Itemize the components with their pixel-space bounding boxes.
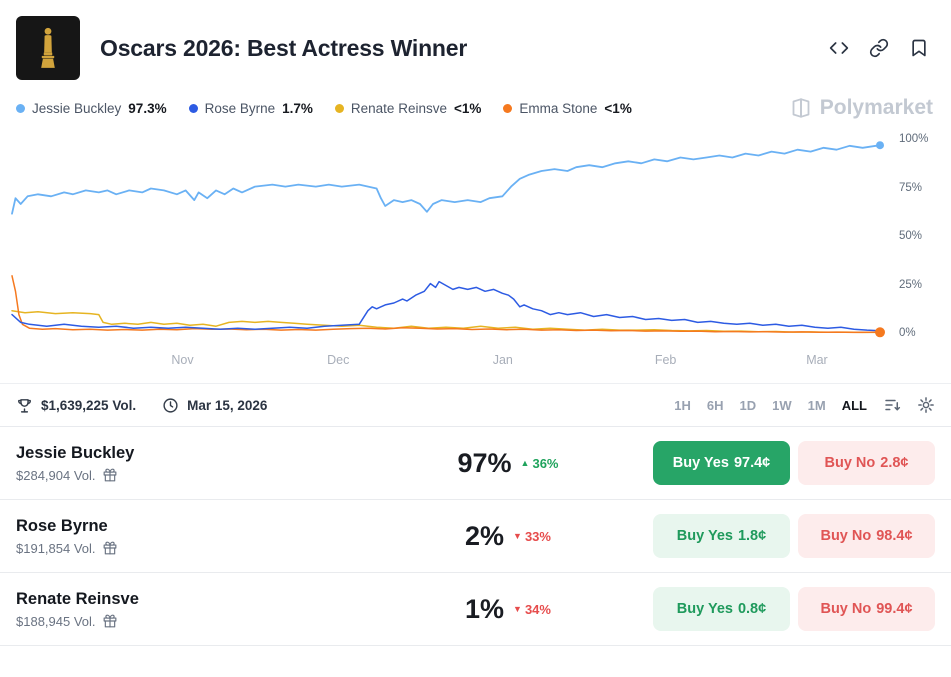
x-axis: Nov Dec Jan Feb Mar	[10, 353, 890, 377]
outcome-change: ▼ 34%	[513, 601, 551, 617]
legend-item-emma-stone: Emma Stone <1%	[503, 100, 632, 116]
stats-left: $1,639,225 Vol. Mar 15, 2026	[16, 397, 674, 414]
bookmark-icon[interactable]	[909, 38, 929, 58]
buy-yes-button[interactable]: Buy Yes 97.4¢	[653, 441, 790, 485]
y-axis-label: 75%	[899, 181, 923, 194]
trophy-icon	[16, 397, 33, 414]
volume-stat: $1,639,225 Vol.	[16, 397, 136, 414]
legend-value: <1%	[453, 100, 482, 116]
outcome-chance: 2%	[465, 520, 505, 551]
legend-label: Rose Byrne	[204, 100, 276, 116]
range-6h[interactable]: 6H	[706, 397, 724, 413]
gear-icon[interactable]	[917, 396, 935, 414]
legend-value: <1%	[604, 100, 632, 116]
legend-dot	[16, 103, 25, 113]
total-volume: $1,639,225 Vol.	[41, 397, 137, 413]
series-line-jessie-buckley	[11, 144, 881, 215]
outcome-name: Rose Byrne	[16, 516, 108, 535]
outcome-volume: $284,904 Vol.	[16, 467, 96, 483]
legend-value: 97.3%	[128, 100, 167, 116]
up-arrow-icon: ▲	[520, 458, 530, 468]
outcome-name: Renate Reinsve	[16, 589, 139, 608]
header: Oscars 2026: Best Actress Winner	[0, 0, 951, 88]
series-line-emma-stone	[11, 275, 881, 334]
x-axis-label: Dec	[327, 353, 350, 367]
outcome-row-jessie-buckley: Jessie Buckley $284,904 Vol. 97% ▲ 36% B…	[0, 427, 951, 500]
gift-icon[interactable]	[103, 614, 117, 628]
outcome-change: ▲ 36%	[520, 455, 559, 471]
series-end-dot-jessie-buckley	[876, 141, 884, 150]
oscar-statuette-icon	[41, 27, 55, 68]
buy-no-button[interactable]: Buy No 2.8¢	[798, 441, 935, 485]
buy-no-button[interactable]: Buy No 98.4¢	[798, 514, 935, 558]
stats-bar: $1,639,225 Vol. Mar 15, 2026 1H 6H 1D 1W…	[0, 383, 951, 427]
outcomes-list: Jessie Buckley $284,904 Vol. 97% ▲ 36% B…	[0, 427, 951, 646]
range-1m[interactable]: 1M	[807, 397, 826, 413]
outcome-name: Jessie Buckley	[16, 443, 135, 462]
legend-dot	[334, 103, 344, 113]
outcome-odds: 1% ▼ 34%	[413, 594, 603, 625]
legend-label: Jessie Buckley	[32, 100, 122, 116]
outcome-row-rose-byrne: Rose Byrne $191,854 Vol. 2% ▼ 33% Buy Ye…	[0, 500, 951, 573]
series-line-rose-byrne	[11, 280, 881, 332]
end-date: Mar 15, 2026	[187, 397, 268, 413]
legend-item-rose-byrne: Rose Byrne 1.7%	[188, 100, 313, 116]
outcome-volume: $191,854 Vol.	[16, 540, 96, 556]
outcome-chance: 1%	[465, 593, 505, 624]
legend-row: Jessie Buckley 97.3% Rose Byrne 1.7% Ren…	[0, 88, 951, 122]
outcome-change: ▼ 33%	[513, 528, 551, 544]
legend-label: Emma Stone	[519, 100, 598, 116]
polymarket-watermark: Polymarket	[789, 96, 935, 120]
outcome-odds: 2% ▼ 33%	[413, 521, 603, 552]
gift-icon[interactable]	[103, 468, 117, 482]
legend-value: 1.7%	[282, 100, 313, 116]
event-icon	[16, 16, 80, 80]
outcome-odds: 97% ▲ 36%	[413, 448, 603, 479]
header-actions	[829, 38, 935, 58]
x-axis-label: Mar	[806, 353, 828, 367]
y-axis-label: 0%	[899, 327, 916, 339]
polymarket-logo-icon	[789, 96, 813, 120]
embed-code-icon[interactable]	[829, 38, 849, 58]
x-axis-label: Jan	[492, 353, 513, 367]
outcome-chance: 97%	[457, 447, 512, 478]
legend-dot	[188, 103, 198, 113]
buy-yes-button[interactable]: Buy Yes 1.8¢	[653, 514, 790, 558]
polymarket-wordmark: Polymarket	[819, 96, 933, 119]
outcome-row-renate-reinsve: Renate Reinsve $188,945 Vol. 1% ▼ 34% Bu…	[0, 573, 951, 646]
down-arrow-icon: ▼	[513, 531, 522, 541]
down-arrow-icon: ▼	[513, 604, 522, 614]
y-axis-label: 50%	[899, 230, 923, 242]
chart-canvas[interactable]	[10, 132, 890, 347]
range-1d[interactable]: 1D	[739, 397, 757, 413]
series-end-dot-emma-stone	[875, 327, 885, 338]
outcome-volume: $188,945 Vol.	[16, 613, 96, 629]
time-range-controls: 1H 6H 1D 1W 1M ALL	[674, 396, 935, 414]
clock-icon	[162, 397, 179, 414]
legend-item-renate-reinsve: Renate Reinsve <1%	[334, 100, 482, 116]
y-axis-label: 25%	[899, 278, 923, 291]
buy-yes-button[interactable]: Buy Yes 0.8¢	[653, 587, 790, 631]
x-axis-label: Feb	[654, 353, 677, 367]
gift-icon[interactable]	[103, 541, 117, 555]
link-icon[interactable]	[869, 38, 889, 58]
range-all[interactable]: ALL	[841, 397, 867, 413]
y-axis: 100% 75% 50% 25% 0%	[890, 132, 935, 347]
page-title: Oscars 2026: Best Actress Winner	[100, 34, 468, 61]
date-stat: Mar 15, 2026	[162, 397, 267, 414]
price-chart: 100% 75% 50% 25% 0% Nov Dec Jan Feb Mar	[10, 132, 943, 377]
chart-legend: Jessie Buckley 97.3% Rose Byrne 1.7% Ren…	[16, 101, 789, 116]
y-axis-label: 100%	[899, 133, 929, 145]
order-book-icon[interactable]	[883, 396, 901, 414]
x-axis-label: Nov	[171, 353, 194, 367]
buy-no-button[interactable]: Buy No 99.4¢	[798, 587, 935, 631]
legend-item-jessie-buckley: Jessie Buckley 97.3%	[16, 101, 167, 116]
legend-label: Renate Reinsve	[350, 100, 447, 116]
legend-dot	[503, 103, 513, 113]
range-1h[interactable]: 1H	[674, 397, 691, 413]
range-1w[interactable]: 1W	[772, 397, 792, 413]
